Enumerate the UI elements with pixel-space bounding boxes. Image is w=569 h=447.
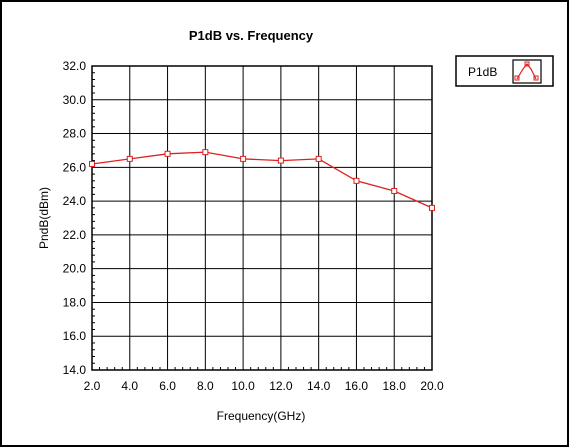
x-tick-label: 18.0 <box>383 379 407 393</box>
data-point <box>429 204 435 211</box>
grid <box>91 65 433 371</box>
data-point <box>202 149 209 156</box>
x-tick-label: 6.0 <box>159 379 176 393</box>
x-tick-label: 16.0 <box>345 379 369 393</box>
data-point <box>353 177 360 184</box>
x-axis-label: Frequency(GHz) <box>217 409 306 423</box>
x-tick-label: 14.0 <box>307 379 331 393</box>
data-point <box>126 155 133 162</box>
x-tick-label: 20.0 <box>420 379 444 393</box>
y-tick-label: 18.0 <box>63 295 87 309</box>
y-tick-label: 32.0 <box>63 59 87 73</box>
y-axis-label: PndB(dBm) <box>37 187 51 249</box>
y-tick-label: 14.0 <box>63 363 87 377</box>
chart-title: P1dB vs. Frequency <box>189 28 314 43</box>
data-point <box>277 157 284 164</box>
legend-label: P1dB <box>468 65 497 79</box>
x-tick-label: 10.0 <box>231 379 255 393</box>
data-point <box>164 150 171 157</box>
ticks: 14.0 16.0 18.0 20.0 22.0 24.0 26.0 28.0 30.0 32.0… <box>63 59 444 393</box>
x-tick-label: 12.0 <box>269 379 293 393</box>
legend-swatch <box>512 59 542 84</box>
y-tick-label: 28.0 <box>63 127 87 141</box>
plot-area <box>91 65 433 371</box>
data-point <box>391 187 398 194</box>
data-point <box>240 155 247 162</box>
x-tick-label: 4.0 <box>121 379 138 393</box>
y-tick-label: 26.0 <box>63 160 87 174</box>
data-point <box>89 160 95 167</box>
y-tick-label: 22.0 <box>63 228 87 242</box>
y-tick-label: 20.0 <box>63 262 87 276</box>
legend: P1dB <box>455 55 554 87</box>
data-point <box>315 155 322 162</box>
y-tick-label: 24.0 <box>63 194 87 208</box>
x-tick-label: 2.0 <box>84 379 101 393</box>
series-layer <box>89 149 435 211</box>
series-line <box>91 151 433 209</box>
x-tick-label: 8.0 <box>197 379 214 393</box>
y-tick-label: 16.0 <box>63 329 87 343</box>
y-tick-label: 30.0 <box>63 93 87 107</box>
